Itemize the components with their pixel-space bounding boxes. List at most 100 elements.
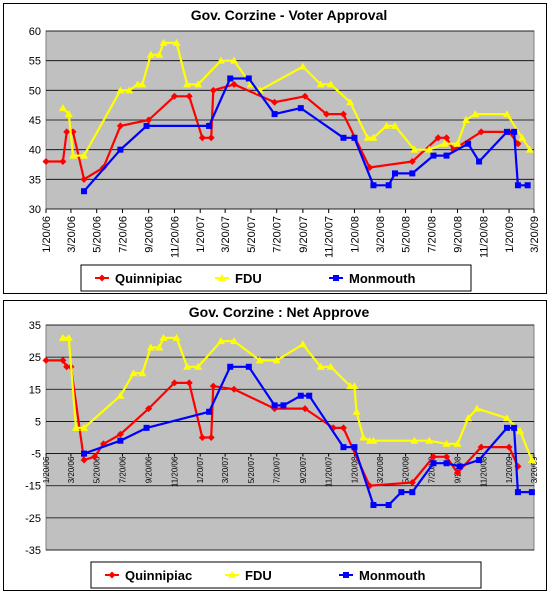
data-point [159, 38, 168, 46]
data-point [477, 128, 485, 136]
data-point [198, 434, 206, 441]
data-point [340, 444, 347, 451]
x-tick-label: 5/20/06 [93, 456, 102, 483]
data-point [63, 128, 71, 136]
data-point [525, 145, 534, 153]
data-point [434, 134, 442, 142]
data-point [145, 405, 153, 413]
data-point [298, 62, 307, 70]
x-tick-label: 11/20/08 [478, 216, 490, 258]
data-point [183, 362, 192, 370]
data-point [408, 479, 416, 486]
data-point [271, 402, 278, 409]
data-point [527, 456, 536, 463]
data-point [410, 436, 419, 444]
legend-marker [98, 274, 106, 282]
data-point [64, 333, 73, 341]
y-tick-label: 45 [29, 115, 41, 127]
data-point [209, 86, 217, 94]
data-point [351, 134, 358, 141]
y-tick-label: 60 [29, 26, 41, 38]
x-tick-label: 7/20/07 [272, 216, 284, 253]
data-point [443, 134, 451, 142]
data-point [391, 170, 398, 177]
data-point [430, 152, 437, 159]
data-point [370, 502, 377, 508]
x-tick-label: 1/20/09 [505, 456, 514, 483]
data-point [209, 382, 217, 390]
data-point [125, 86, 134, 94]
data-point [146, 50, 155, 58]
data-point [194, 80, 203, 88]
data-point [505, 443, 513, 451]
data-point [461, 116, 470, 123]
data-point [117, 146, 124, 153]
y-tick-label: 15 [29, 384, 41, 396]
y-tick-label: 35 [29, 174, 41, 186]
data-point [230, 385, 238, 393]
data-point [207, 434, 215, 441]
chart-title: Gov. Corzine : Net Approve [189, 304, 370, 320]
data-point [351, 444, 358, 451]
legend-label: Monmouth [349, 271, 415, 286]
data-point [339, 424, 347, 432]
data-point [117, 437, 124, 444]
x-tick-label: 5/20/07 [246, 216, 258, 253]
data-point [511, 424, 518, 431]
y-tick-label: 5 [35, 416, 41, 428]
data-point [398, 489, 405, 496]
data-point [80, 175, 88, 183]
x-tick-label: 11/20/07 [325, 456, 334, 487]
legend-label: FDU [245, 568, 272, 583]
data-point [350, 382, 359, 390]
data-point [410, 145, 419, 153]
series-quinnipiac [42, 356, 522, 490]
data-point [476, 457, 483, 463]
data-point [216, 56, 225, 64]
data-point [528, 489, 535, 496]
data-point [429, 453, 437, 461]
data-point [476, 158, 483, 165]
data-point [230, 80, 238, 88]
data-point [443, 453, 451, 461]
x-tick-label: 9/20/07 [299, 456, 308, 483]
data-point [42, 356, 50, 364]
x-tick-label: 9/20/08 [453, 216, 465, 253]
x-tick-label: 5/20/07 [247, 456, 256, 483]
data-point [385, 182, 392, 189]
data-point [297, 105, 304, 112]
data-point [138, 80, 147, 88]
x-tick-label: 1/20/06 [42, 456, 51, 483]
x-tick-label: 9/20/07 [298, 216, 310, 253]
data-point [230, 337, 239, 345]
legend-marker [228, 571, 236, 578]
data-point [170, 379, 178, 387]
voter-approval-chart-panel: Gov. Corzine - Voter Approval 30 35 40 45 50 5… [3, 3, 547, 294]
legend-label: Quinnipiac [115, 271, 182, 286]
x-tick-label: 1/20/08 [349, 216, 361, 253]
data-point [442, 439, 451, 447]
data-point [207, 134, 215, 142]
series-quinnipiac [42, 80, 522, 183]
data-point [227, 75, 234, 82]
y-tick-label: 30 [29, 204, 41, 216]
data-point [143, 122, 150, 129]
data-point [524, 182, 531, 189]
data-point [80, 151, 89, 159]
data-point [306, 392, 313, 399]
data-point [502, 110, 511, 118]
series-monmouth [81, 75, 531, 195]
data-point [194, 362, 203, 370]
data-point [143, 424, 150, 431]
net-approve-chart: Gov. Corzine : Net Approve -35 -25 -15 -5 5 15… [25, 304, 539, 589]
x-tick-label: 3/20/07 [220, 216, 232, 253]
series-fdu [58, 333, 536, 463]
data-point [116, 122, 124, 130]
legend-marker [108, 571, 116, 579]
data-point [369, 133, 378, 141]
chart-title: Gov. Corzine - Voter Approval [191, 7, 388, 23]
data-point [408, 158, 416, 166]
x-tick-label: 5/20/08 [402, 456, 411, 483]
x-tick-label: 9/20/06 [145, 456, 154, 483]
data-point [185, 92, 193, 100]
